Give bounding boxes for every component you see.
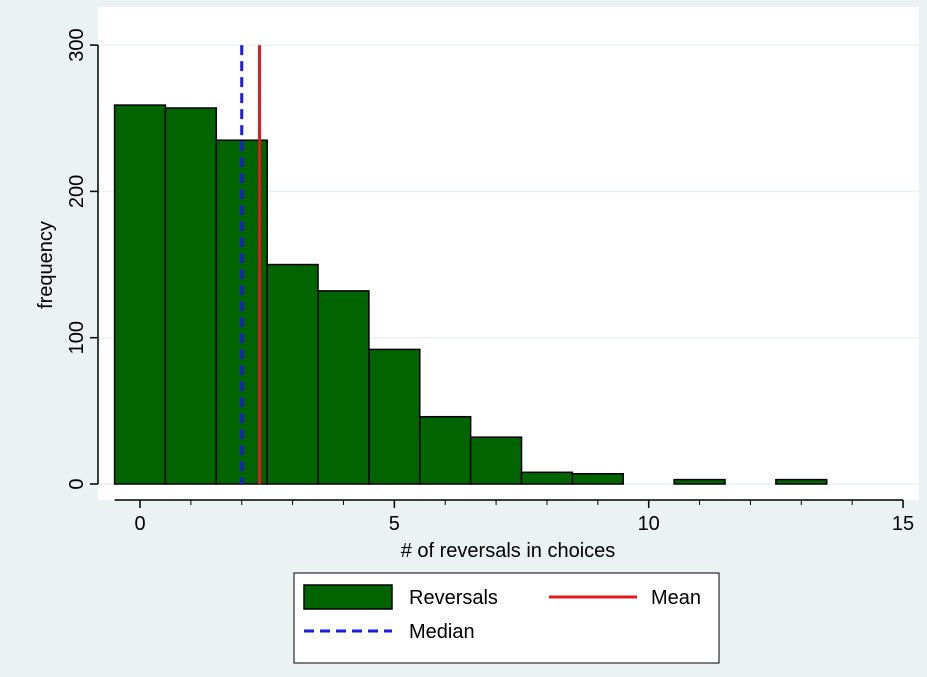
y-tick-label: 100 bbox=[66, 321, 88, 354]
y-tick-label: 300 bbox=[66, 28, 88, 61]
legend-label-reversals: Reversals bbox=[409, 587, 498, 609]
bar bbox=[317, 290, 370, 485]
x-tick-label: 0 bbox=[134, 513, 145, 535]
legend-swatch-reversals bbox=[303, 584, 393, 610]
x-tick-label: 15 bbox=[892, 513, 914, 535]
legend-label-mean: Mean bbox=[651, 587, 701, 609]
x-axis-title: # of reversals in choices bbox=[401, 540, 616, 562]
bar bbox=[571, 473, 625, 485]
bar bbox=[520, 471, 574, 485]
x-tick-label: 10 bbox=[638, 513, 660, 535]
bar bbox=[113, 104, 167, 485]
bar bbox=[266, 263, 319, 485]
bar bbox=[368, 348, 421, 485]
reference-lines bbox=[240, 45, 262, 484]
bar bbox=[419, 415, 472, 485]
legend-label-median: Median bbox=[409, 621, 475, 643]
bar bbox=[673, 478, 726, 485]
y-tick-label: 0 bbox=[66, 478, 88, 489]
bar bbox=[775, 478, 828, 485]
bar bbox=[469, 436, 523, 485]
axes: 0 100 200 300 0 5 10 15 bbox=[66, 28, 914, 535]
bar bbox=[164, 107, 218, 485]
y-tick-label: 200 bbox=[66, 175, 88, 208]
legend: Reversals Mean Median bbox=[293, 572, 720, 664]
x-tick-label: 5 bbox=[389, 513, 400, 535]
y-axis-title: frequency bbox=[35, 221, 57, 309]
